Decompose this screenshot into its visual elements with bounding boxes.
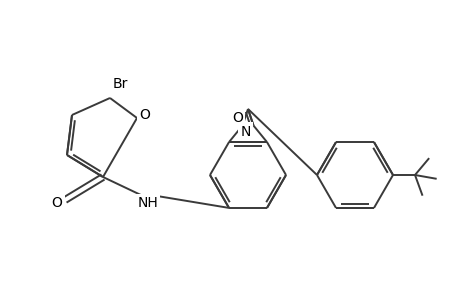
Text: O: O — [51, 196, 62, 210]
Text: NH: NH — [137, 196, 158, 210]
Text: N: N — [240, 124, 250, 139]
Text: Br: Br — [112, 77, 128, 91]
Text: O: O — [139, 108, 150, 122]
Text: O: O — [231, 110, 242, 124]
